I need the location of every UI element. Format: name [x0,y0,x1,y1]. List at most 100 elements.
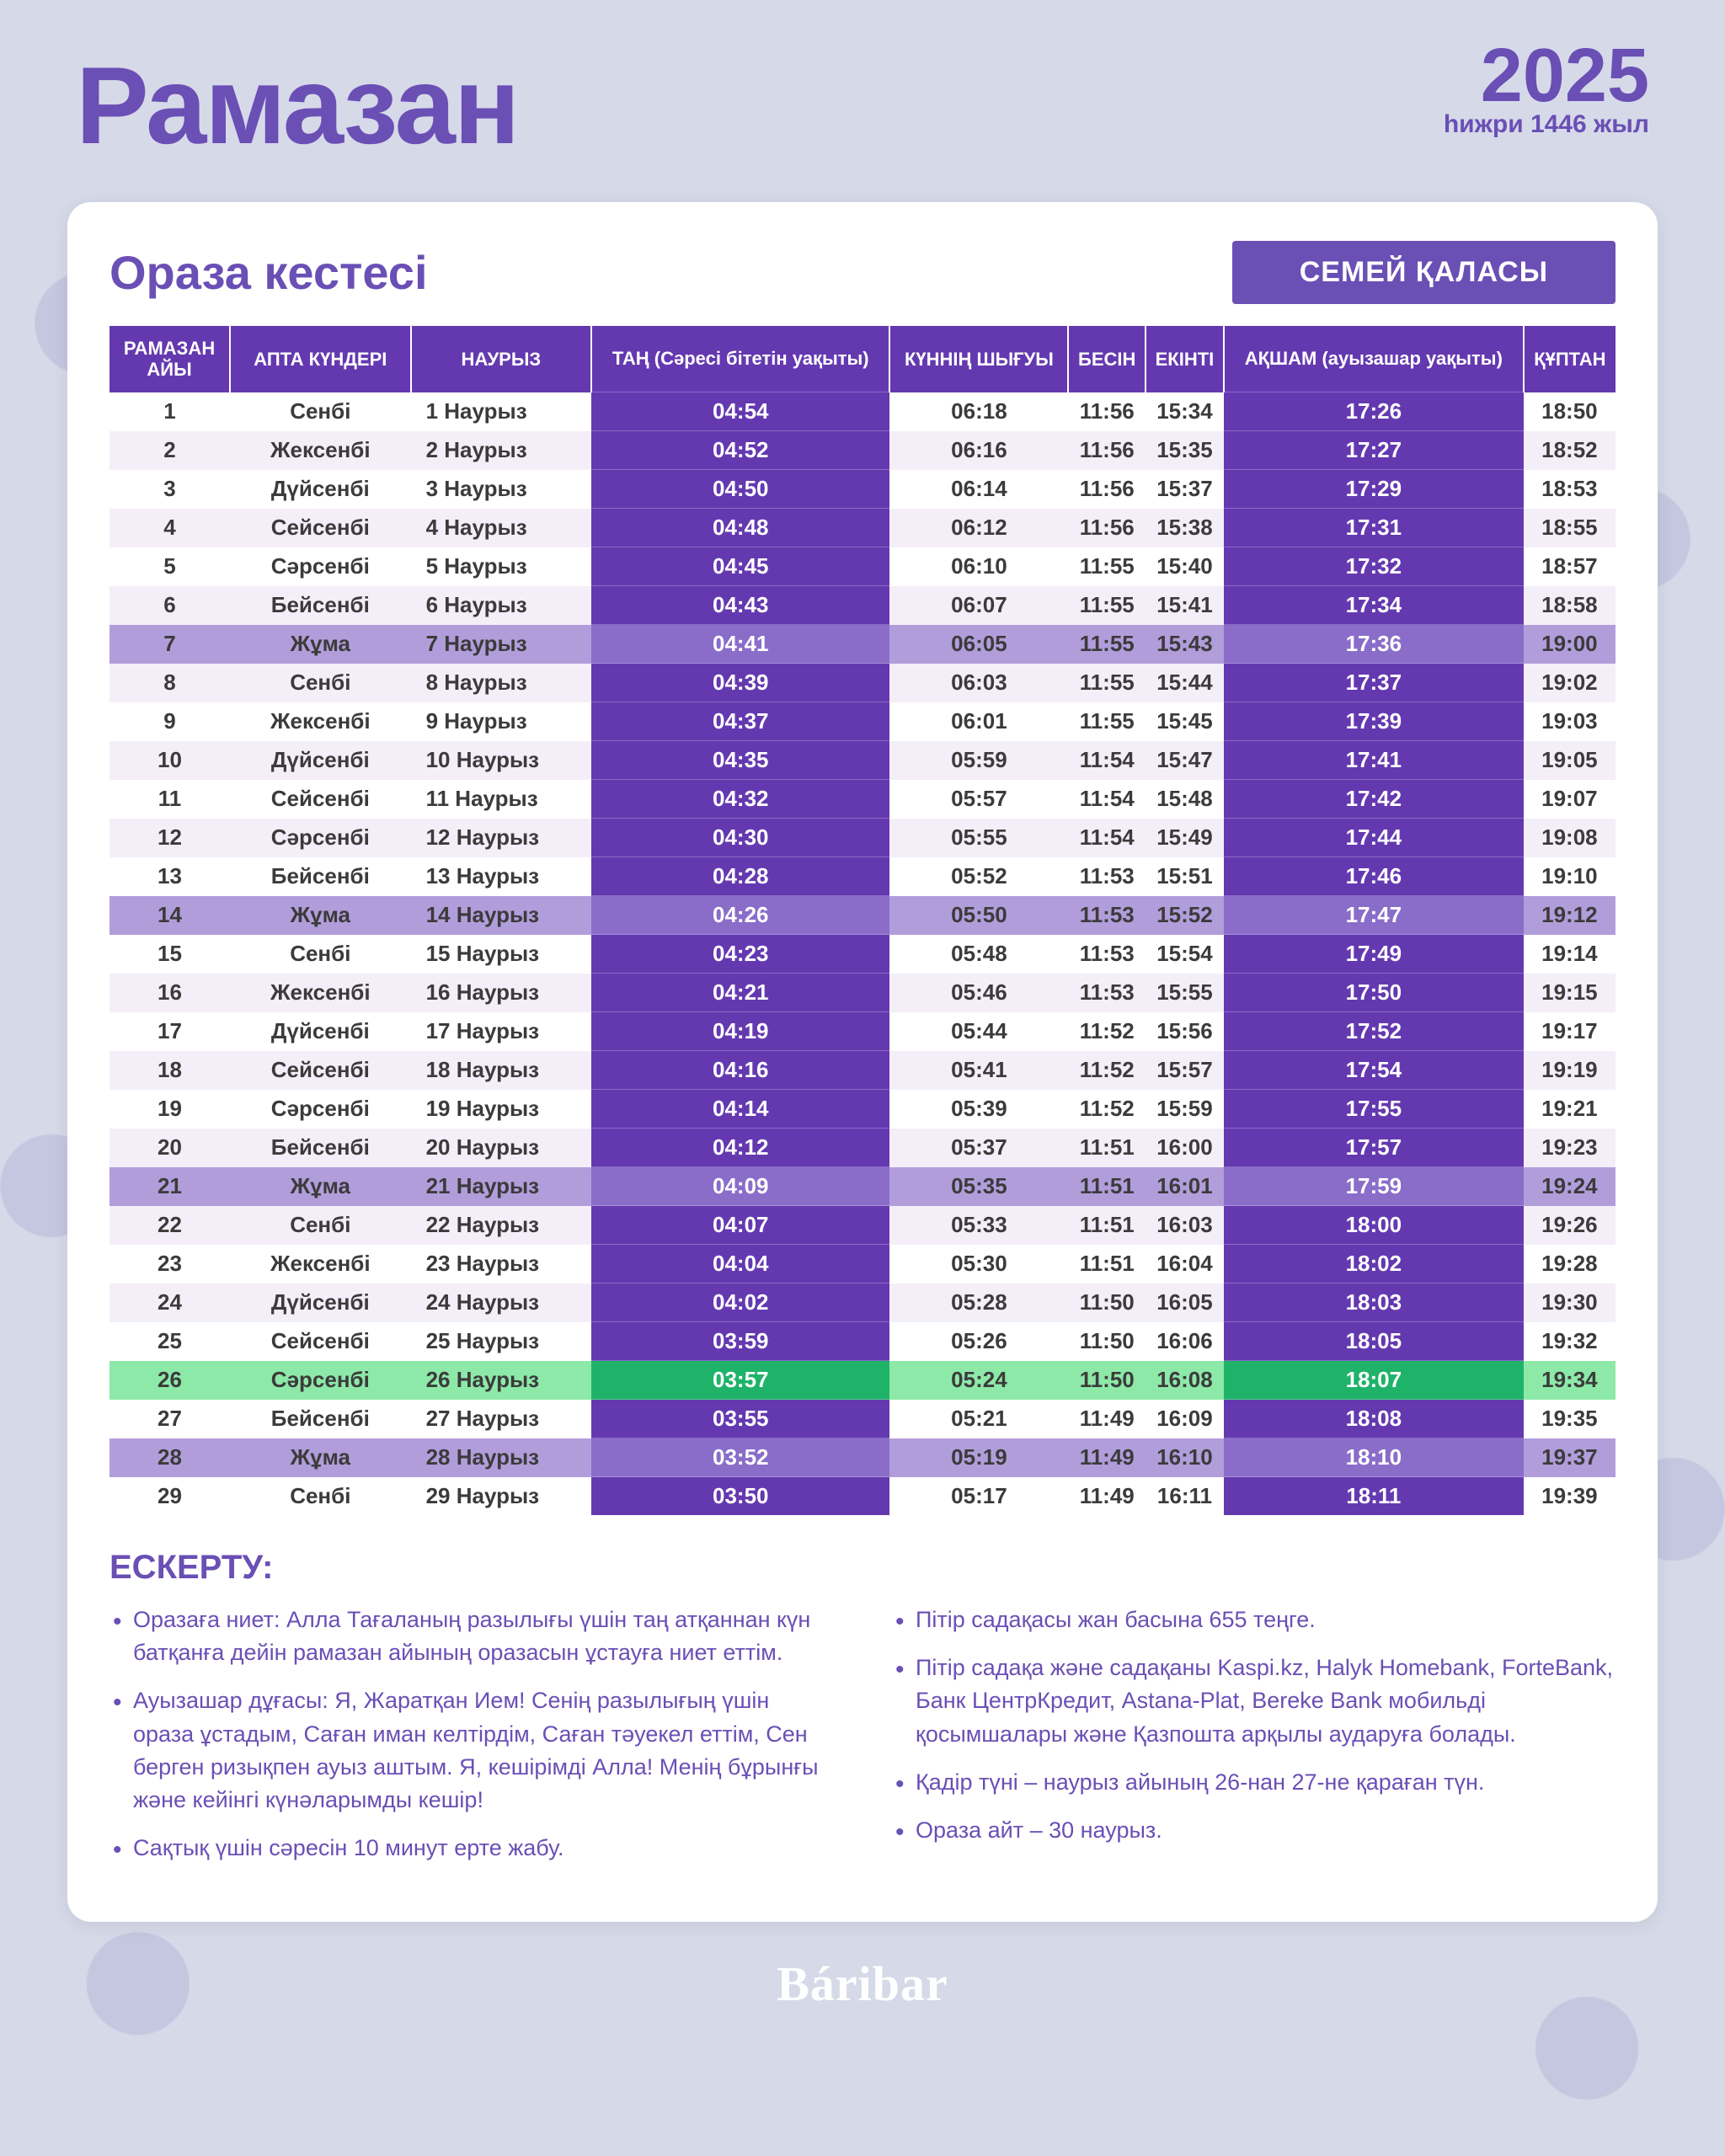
cell: 15:48 [1146,780,1224,819]
cell: 18:53 [1524,470,1616,509]
cell: 18:07 [1224,1361,1524,1400]
cell: 04:39 [591,664,889,702]
cell: 11:52 [1068,1090,1146,1129]
cell: 04:04 [591,1245,889,1283]
cell: Дүйсенбі [230,470,411,509]
cell: 18:00 [1224,1206,1524,1245]
cell: 04:30 [591,819,889,857]
cell: 03:55 [591,1400,889,1438]
cell: 17:47 [1224,896,1524,935]
cell: 11:54 [1068,819,1146,857]
cell: 11:56 [1068,470,1146,509]
cell: Сенбі [230,935,411,974]
cell: Жексенбі [230,702,411,741]
cell: Сейсенбі [230,1051,411,1090]
cell: 16:06 [1146,1322,1224,1361]
cell: Жексенбі [230,1245,411,1283]
cell: Сенбі [230,392,411,431]
cell: 19:15 [1524,974,1616,1012]
table-row: 17Дүйсенбі17 Наурыз04:1905:4411:5215:561… [109,1012,1616,1051]
cell: 15:54 [1146,935,1224,974]
cell: 04:07 [591,1206,889,1245]
table-head: РАМАЗАН АЙЫАПТА КҮНДЕРІНАУРЫЗТАҢ (Сәресі… [109,326,1616,392]
cell: 19:34 [1524,1361,1616,1400]
cell: 17:42 [1224,780,1524,819]
table-row: 3Дүйсенбі3 Наурыз04:5006:1411:5615:3717:… [109,470,1616,509]
cell: 06:03 [889,664,1068,702]
note-item: Сақтық үшін сәресін 10 минут ерте жабу. [109,1832,833,1865]
cell: 19:39 [1524,1477,1616,1516]
cell: 14 Наурыз [411,896,592,935]
cell: 23 [109,1245,230,1283]
cell: 17:52 [1224,1012,1524,1051]
cell: 04:50 [591,470,889,509]
cell: 05:33 [889,1206,1068,1245]
cell: 4 Наурыз [411,509,592,547]
table-row: 20Бейсенбі20 Наурыз04:1205:3711:5116:001… [109,1129,1616,1167]
cell: 19:12 [1524,896,1616,935]
cell: 19:35 [1524,1400,1616,1438]
cell: 04:21 [591,974,889,1012]
cell: 21 [109,1167,230,1206]
cell: 04:48 [591,509,889,547]
cell: 11 [109,780,230,819]
cell: 04:02 [591,1283,889,1322]
table-row: 9Жексенбі9 Наурыз04:3706:0111:5515:4517:… [109,702,1616,741]
table-row: 27Бейсенбі27 Наурыз03:5505:2111:4916:091… [109,1400,1616,1438]
cell: 27 Наурыз [411,1400,592,1438]
cell: 22 Наурыз [411,1206,592,1245]
cell: 04:14 [591,1090,889,1129]
card-header: Ораза кестесі СЕМЕЙ ҚАЛАСЫ [109,241,1616,304]
cell: 17:39 [1224,702,1524,741]
cell: 03:50 [591,1477,889,1516]
cell: 13 Наурыз [411,857,592,896]
cell: 19:26 [1524,1206,1616,1245]
cell: 05:37 [889,1129,1068,1167]
cell: Дүйсенбі [230,741,411,780]
cell: 11:51 [1068,1245,1146,1283]
cell: 04:54 [591,392,889,431]
cell: 18:52 [1524,431,1616,470]
cell: 16:04 [1146,1245,1224,1283]
cell: 17:29 [1224,470,1524,509]
cell: 11:52 [1068,1051,1146,1090]
cell: 10 Наурыз [411,741,592,780]
cell: 11:55 [1068,664,1146,702]
cell: 8 [109,664,230,702]
cell: 06:14 [889,470,1068,509]
cell: 19:37 [1524,1438,1616,1477]
table-row: 19Сәрсенбі19 Наурыз04:1405:3911:5215:591… [109,1090,1616,1129]
table-row: 25Сейсенбі25 Наурыз03:5905:2611:5016:061… [109,1322,1616,1361]
cell: 17:37 [1224,664,1524,702]
cell: 05:44 [889,1012,1068,1051]
cell: 06:01 [889,702,1068,741]
cell: 23 Наурыз [411,1245,592,1283]
cell: 15:52 [1146,896,1224,935]
cell: 28 Наурыз [411,1438,592,1477]
cell: 04:19 [591,1012,889,1051]
footer-logo: Báribar [0,1956,1725,2012]
table-row: 8Сенбі8 Наурыз04:3906:0311:5515:4417:371… [109,664,1616,702]
notes-columns: Оразаға ниет: Алла Тағаланың разылығы үш… [109,1604,1616,1880]
table-row: 5Сәрсенбі5 Наурыз04:4506:1011:5515:4017:… [109,547,1616,586]
cell: 15:35 [1146,431,1224,470]
cell: Бейсенбі [230,857,411,896]
cell: 05:17 [889,1477,1068,1516]
cell: 19:21 [1524,1090,1616,1129]
cell: 06:12 [889,509,1068,547]
table-body: 1Сенбі1 Наурыз04:5406:1811:5615:3417:261… [109,392,1616,1516]
cell: 17:32 [1224,547,1524,586]
column-header: БЕСІН [1068,326,1146,392]
cell: Сәрсенбі [230,1090,411,1129]
cell: 11:53 [1068,935,1146,974]
cell: 04:28 [591,857,889,896]
cell: 18 Наурыз [411,1051,592,1090]
cell: 22 [109,1206,230,1245]
cell: 7 [109,625,230,664]
cell: 04:41 [591,625,889,664]
cell: 19:28 [1524,1245,1616,1283]
cell: 11:51 [1068,1206,1146,1245]
cell: 17 [109,1012,230,1051]
cell: 11 Наурыз [411,780,592,819]
cell: 19 [109,1090,230,1129]
